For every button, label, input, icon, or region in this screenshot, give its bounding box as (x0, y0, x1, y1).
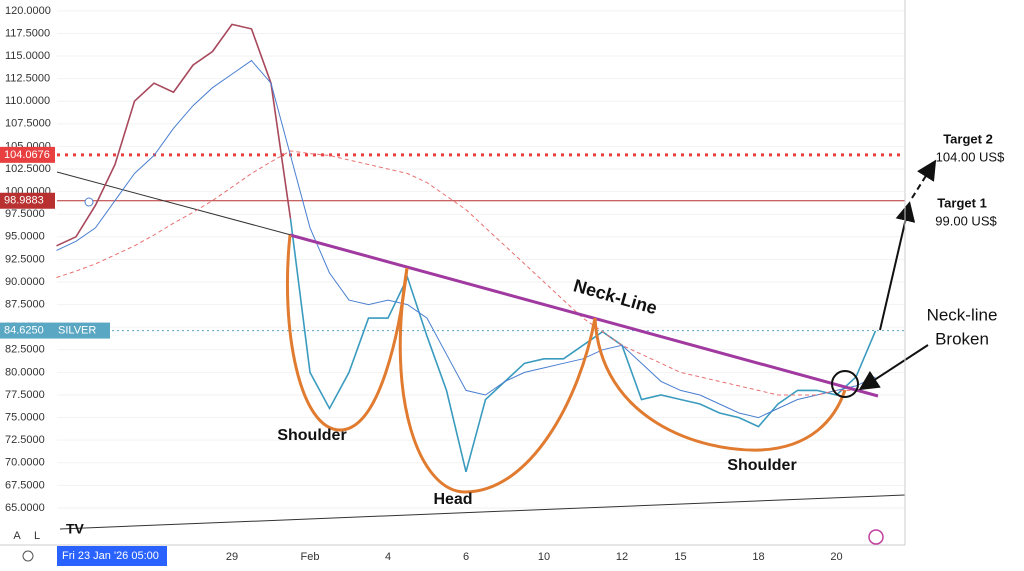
annotation: Shoulder (277, 427, 346, 444)
arrow (858, 344, 929, 391)
annotation: 104.00 US$ (936, 149, 1005, 164)
arrow (911, 159, 937, 199)
support-line (59, 494, 906, 530)
y-tick-label: 67.5000 (5, 479, 45, 491)
price-line (56, 23, 292, 247)
y-tick-label: 87.5000 (5, 298, 45, 310)
y-tick-label: 120.0000 (5, 5, 51, 17)
arrow (879, 201, 916, 331)
annotation: Target 1 (937, 195, 987, 210)
cursor-label: Fri 23 Jan '26 05:00 (62, 550, 159, 562)
price-tag (0, 146, 55, 163)
price-line (56, 150, 876, 396)
y-tick-label: 110.0000 (5, 95, 50, 107)
price-line (289, 218, 877, 473)
y-tick-label: 95.0000 (5, 231, 45, 243)
y-tick-label: 92.5000 (5, 253, 45, 265)
y-tick-label: 70.0000 (5, 457, 45, 469)
y-tick-label: 80.0000 (5, 366, 45, 378)
price-tag-label: 104.0676 (4, 149, 50, 161)
break-circle (831, 370, 859, 398)
head-curve (398, 267, 597, 494)
x-tick-label: 15 (674, 551, 686, 563)
annotation: Target 2 (943, 131, 993, 146)
annotation: Shoulder (727, 457, 796, 474)
y-tick-label: 107.5000 (5, 118, 51, 130)
price-tag-symbol: SILVER (58, 324, 96, 336)
x-tick-label: Feb (301, 551, 320, 563)
x-tick-label: 6 (463, 551, 469, 563)
price-tag-label: 98.9883 (4, 195, 44, 207)
y-tick-label: 77.5000 (5, 389, 45, 401)
annotation: Broken (935, 329, 989, 348)
icon[interactable] (868, 529, 884, 545)
x-tick-label: 10 (538, 551, 550, 563)
annotation: 99.00 US$ (935, 213, 997, 228)
price-tag-label: 84.6250 (4, 324, 44, 336)
trend-line (56, 171, 292, 236)
price-tag (0, 322, 110, 339)
logo: TV (66, 521, 85, 537)
y-tick-label: 115.0000 (5, 50, 50, 62)
annotation: Neck-line (927, 305, 998, 324)
y-tick-label: 90.0000 (5, 276, 45, 288)
neck-line (289, 233, 879, 398)
shoulder-curve (285, 234, 409, 432)
y-tick-label: 72.5000 (5, 434, 45, 446)
y-tick-label: 82.5000 (5, 344, 45, 356)
y-tick-label: 112.5000 (5, 73, 50, 85)
x-tick-label: 12 (616, 551, 628, 563)
y-tick-label: 65.0000 (5, 502, 45, 514)
annotation: Head (433, 491, 472, 508)
shoulder-curve (593, 317, 847, 452)
x-tick-label: 29 (226, 551, 238, 563)
y-tick-label: 117.5000 (5, 27, 50, 39)
price-line (56, 59, 876, 419)
y-tick-label: 102.5000 (5, 163, 51, 175)
cursor-box (57, 546, 167, 566)
button[interactable]: L (34, 530, 40, 542)
button[interactable]: A (13, 530, 21, 542)
settings-icon[interactable] (22, 550, 34, 562)
y-tick-label: 97.5000 (5, 208, 45, 220)
x-tick-label: 18 (752, 551, 764, 563)
y-tick-label: 75.0000 (5, 411, 45, 423)
x-tick-label: 4 (385, 551, 391, 563)
marker (84, 197, 94, 207)
price-tag (0, 192, 55, 209)
x-tick-label: 20 (830, 551, 842, 563)
